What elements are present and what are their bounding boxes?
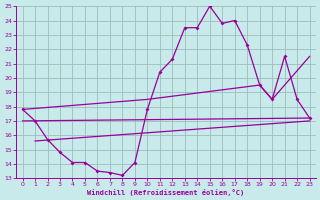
X-axis label: Windchill (Refroidissement éolien,°C): Windchill (Refroidissement éolien,°C) xyxy=(87,189,245,196)
